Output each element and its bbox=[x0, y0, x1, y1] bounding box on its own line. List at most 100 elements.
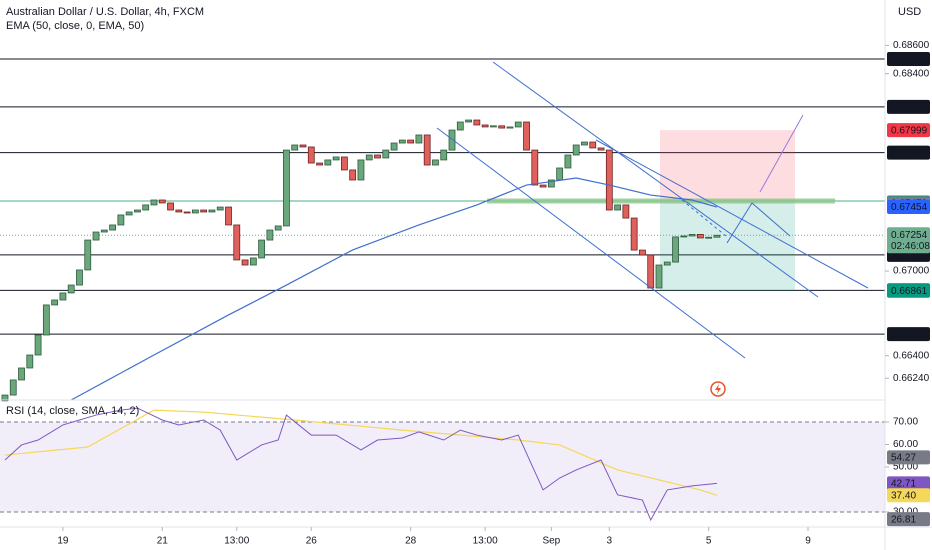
price-tick-label: 0.68600 bbox=[893, 40, 930, 51]
last-price-box bbox=[887, 227, 930, 254]
time-tick-label: 13:00 bbox=[473, 536, 498, 547]
candle bbox=[34, 334, 42, 356]
candle bbox=[647, 254, 655, 289]
time-tick-label: Sep bbox=[542, 536, 560, 547]
rsi-value-label-box bbox=[887, 488, 930, 503]
level-label: 0.66553 bbox=[891, 329, 928, 340]
candle bbox=[663, 261, 671, 266]
position-risk bbox=[660, 130, 795, 203]
candle bbox=[225, 206, 232, 226]
ema-line bbox=[70, 177, 718, 401]
level-label-box bbox=[887, 99, 930, 114]
price-tick-label: 0.68400 bbox=[893, 68, 930, 79]
candle bbox=[51, 299, 59, 306]
candle bbox=[407, 139, 415, 144]
level-label: 0.67115 bbox=[891, 250, 927, 261]
candle bbox=[374, 154, 381, 159]
projection-path bbox=[759, 114, 804, 193]
candle bbox=[283, 149, 290, 227]
candle bbox=[150, 199, 158, 206]
candle bbox=[266, 229, 274, 241]
candle bbox=[167, 202, 174, 211]
alert-icon[interactable] bbox=[710, 381, 726, 397]
candle bbox=[440, 149, 448, 161]
candle bbox=[398, 139, 406, 144]
time-tick-label: 5 bbox=[706, 536, 712, 547]
candle bbox=[241, 259, 249, 266]
trendline bbox=[436, 127, 746, 359]
countdown-label: 02:46:08 bbox=[891, 241, 930, 252]
candle bbox=[1, 394, 9, 402]
background-layer bbox=[0, 58, 885, 513]
rsi-value-label-box bbox=[887, 476, 930, 491]
rsi-value-label-box bbox=[887, 512, 930, 527]
candle bbox=[316, 162, 323, 166]
candle bbox=[564, 154, 572, 169]
level-label-box bbox=[887, 145, 930, 160]
candle bbox=[233, 224, 241, 261]
price-tick-label: 0.66240 bbox=[893, 373, 930, 384]
time-tick-label: 19 bbox=[57, 536, 69, 547]
candle bbox=[26, 354, 34, 369]
rsi-tick-label: 60.00 bbox=[893, 439, 918, 450]
candle bbox=[448, 129, 456, 151]
candle bbox=[531, 149, 539, 186]
candle bbox=[42, 304, 50, 336]
candle bbox=[332, 156, 340, 161]
candle bbox=[76, 269, 83, 286]
candle bbox=[357, 159, 365, 181]
candle bbox=[572, 144, 580, 156]
rsi-value-label: 26.81 bbox=[891, 514, 916, 525]
position-label: 0.66861 bbox=[891, 286, 928, 297]
candle bbox=[258, 239, 266, 259]
candle bbox=[514, 121, 522, 128]
level-label: 0.67840 bbox=[891, 148, 928, 159]
candle bbox=[506, 126, 514, 129]
time-tick-label: 9 bbox=[805, 536, 811, 547]
candle bbox=[59, 292, 67, 301]
candle bbox=[109, 224, 116, 231]
candle bbox=[589, 141, 597, 149]
rsi-sma-line bbox=[4, 409, 718, 496]
rsi-tick-label: 50.00 bbox=[893, 462, 918, 473]
rsi-value-label: 37.40 bbox=[891, 490, 916, 501]
rsi-tick-label: 30.00 bbox=[893, 507, 918, 518]
candle bbox=[142, 204, 150, 211]
level-label-box bbox=[887, 51, 930, 66]
rsi-band bbox=[0, 422, 885, 512]
candle bbox=[473, 119, 481, 126]
position-label-box bbox=[887, 283, 930, 298]
trendline bbox=[595, 139, 869, 289]
candle bbox=[713, 234, 721, 238]
rsi-tick-label: 70.00 bbox=[893, 417, 918, 428]
candle bbox=[183, 211, 191, 214]
price-tick-label: 0.66400 bbox=[893, 350, 930, 361]
candle bbox=[481, 124, 489, 128]
candle bbox=[274, 225, 282, 231]
candle bbox=[382, 149, 390, 159]
candle bbox=[423, 134, 431, 166]
candle bbox=[490, 125, 497, 128]
alert-icon-bolt bbox=[715, 384, 721, 394]
candle bbox=[291, 144, 299, 151]
level-label: 0.68504 bbox=[891, 54, 928, 65]
candle bbox=[630, 217, 638, 251]
candle bbox=[92, 231, 100, 241]
position-label: 0.67999 bbox=[891, 125, 928, 136]
rsi-label: RSI (14, close, SMA, 14, 2) bbox=[6, 405, 139, 417]
marker-label: 0.67454 bbox=[891, 202, 928, 213]
candle bbox=[581, 141, 588, 146]
trendline bbox=[492, 61, 819, 298]
candle bbox=[249, 257, 257, 266]
candle bbox=[191, 209, 199, 214]
trendlines bbox=[436, 61, 869, 397]
candle bbox=[125, 211, 133, 216]
candle bbox=[498, 125, 506, 129]
candle bbox=[432, 159, 439, 166]
symbol-title: Australian Dollar / U.S. Dollar, 4h, FXC… bbox=[6, 6, 204, 18]
candle bbox=[208, 209, 216, 213]
time-tick-label: 13:00 bbox=[224, 536, 249, 547]
